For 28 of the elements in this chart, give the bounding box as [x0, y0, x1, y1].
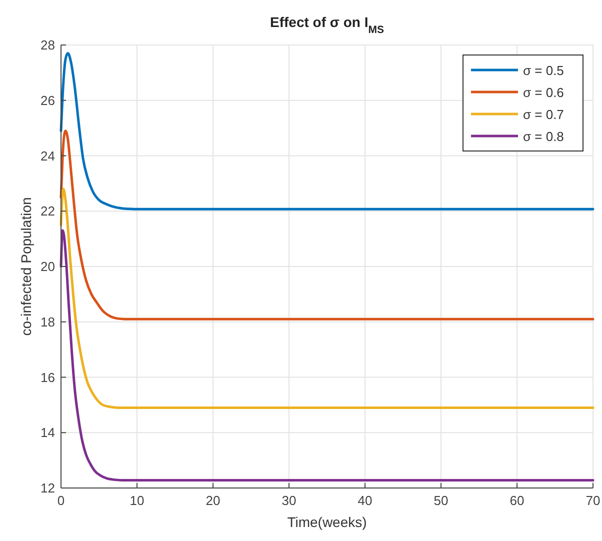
x-axis-title: Time(weeks)	[287, 514, 367, 530]
legend-label: σ = 0.7	[523, 107, 564, 122]
legend-label: σ = 0.6	[523, 85, 564, 100]
line-series	[60, 229, 594, 482]
y-tick-label: 28	[40, 38, 55, 52]
x-tick-label: 10	[130, 493, 144, 508]
x-tick-label: 50	[434, 493, 448, 508]
y-tick-label: 18	[40, 314, 55, 330]
chart-title: Effect of σ on I$_{MS}$	[270, 14, 384, 36]
line-series	[60, 130, 594, 320]
legend-label: σ = 0.5	[523, 63, 564, 78]
y-tick-label: 24	[40, 148, 55, 164]
y-axis-title: co-infected Population	[18, 197, 34, 336]
y-tick-label: 22	[40, 204, 55, 219]
y-tick-label: 20	[40, 259, 55, 274]
y-tick-label: 12	[40, 480, 55, 496]
x-tick-label: 20	[206, 493, 220, 508]
x-tick-label: 0	[57, 493, 65, 508]
legend-label: σ = 0.8	[523, 129, 564, 144]
y-tick-label: 16	[40, 370, 55, 385]
x-tick-label: 40	[358, 493, 372, 508]
x-tick-label: 60	[510, 493, 524, 508]
line-series	[60, 188, 594, 409]
x-tick-label: 30	[282, 493, 296, 508]
line-series	[60, 52, 594, 210]
x-tick-label: 70	[586, 493, 600, 508]
y-tick-label: 14	[40, 425, 55, 440]
y-tick-label: 26	[40, 92, 55, 108]
